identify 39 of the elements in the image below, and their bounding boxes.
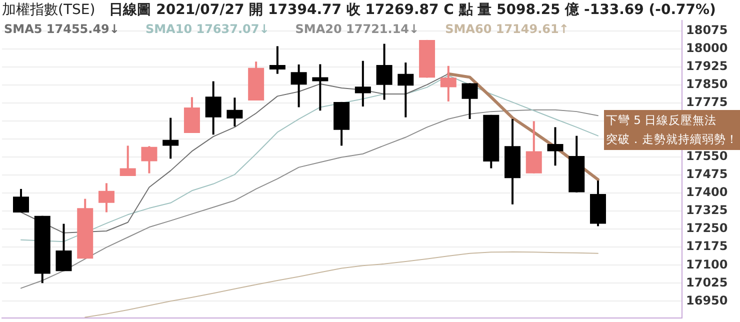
candlestick xyxy=(462,82,478,120)
candlestick xyxy=(547,126,564,167)
text: SMA60 17149.61↑ xyxy=(445,22,569,36)
y-tick-label: 17175 xyxy=(686,239,728,254)
candlestick xyxy=(98,182,114,214)
y-tick-label: 17775 xyxy=(686,95,728,110)
candlestick xyxy=(398,62,414,118)
candlestick xyxy=(141,145,158,174)
y-tick-label: 17325 xyxy=(686,203,728,218)
candlestick xyxy=(440,64,456,102)
y-tick-label: 17400 xyxy=(686,185,728,200)
candlestick xyxy=(226,96,243,128)
y-tick-label: 18075 xyxy=(686,22,728,37)
y-tick-label: 17550 xyxy=(686,149,728,164)
candlestick xyxy=(56,222,72,272)
y-tick-label: 17025 xyxy=(686,275,728,290)
candlestick xyxy=(13,188,29,214)
candlestick xyxy=(120,144,136,177)
candlestick xyxy=(162,116,179,160)
text: SMA20 17721.14↓ xyxy=(295,22,420,36)
candlestick xyxy=(312,63,328,112)
candlestick xyxy=(205,80,222,136)
candlestick xyxy=(269,45,286,75)
annotation: 下彎 5 日線反壓無法突破．走勢就持續弱勢！ xyxy=(606,111,738,149)
y-tick-label: 18000 xyxy=(686,40,728,55)
y-tick-label: 17925 xyxy=(686,58,728,73)
candlestick xyxy=(290,63,307,108)
text: SMA5 17455.49↓ xyxy=(4,22,120,36)
y-tick-label: 17475 xyxy=(686,167,728,182)
y-tick-label: 17100 xyxy=(686,257,728,272)
y-tick-label: 17250 xyxy=(686,221,728,236)
candlestick xyxy=(526,120,542,174)
text: SMA10 17637.07↓ xyxy=(145,22,270,36)
y-tick-label: 16950 xyxy=(686,293,728,308)
chart-subtitle: 日線圖 2021/07/27 開 17394.77 收 17269.87 C 點 量 5098.25 億 -133.69 (-0.77%) xyxy=(109,2,716,18)
y-tick-label: 17850 xyxy=(686,77,728,92)
chart-title: 加權指數(TSE) xyxy=(2,2,96,18)
candlestick xyxy=(354,60,371,108)
candlestick xyxy=(376,42,392,101)
